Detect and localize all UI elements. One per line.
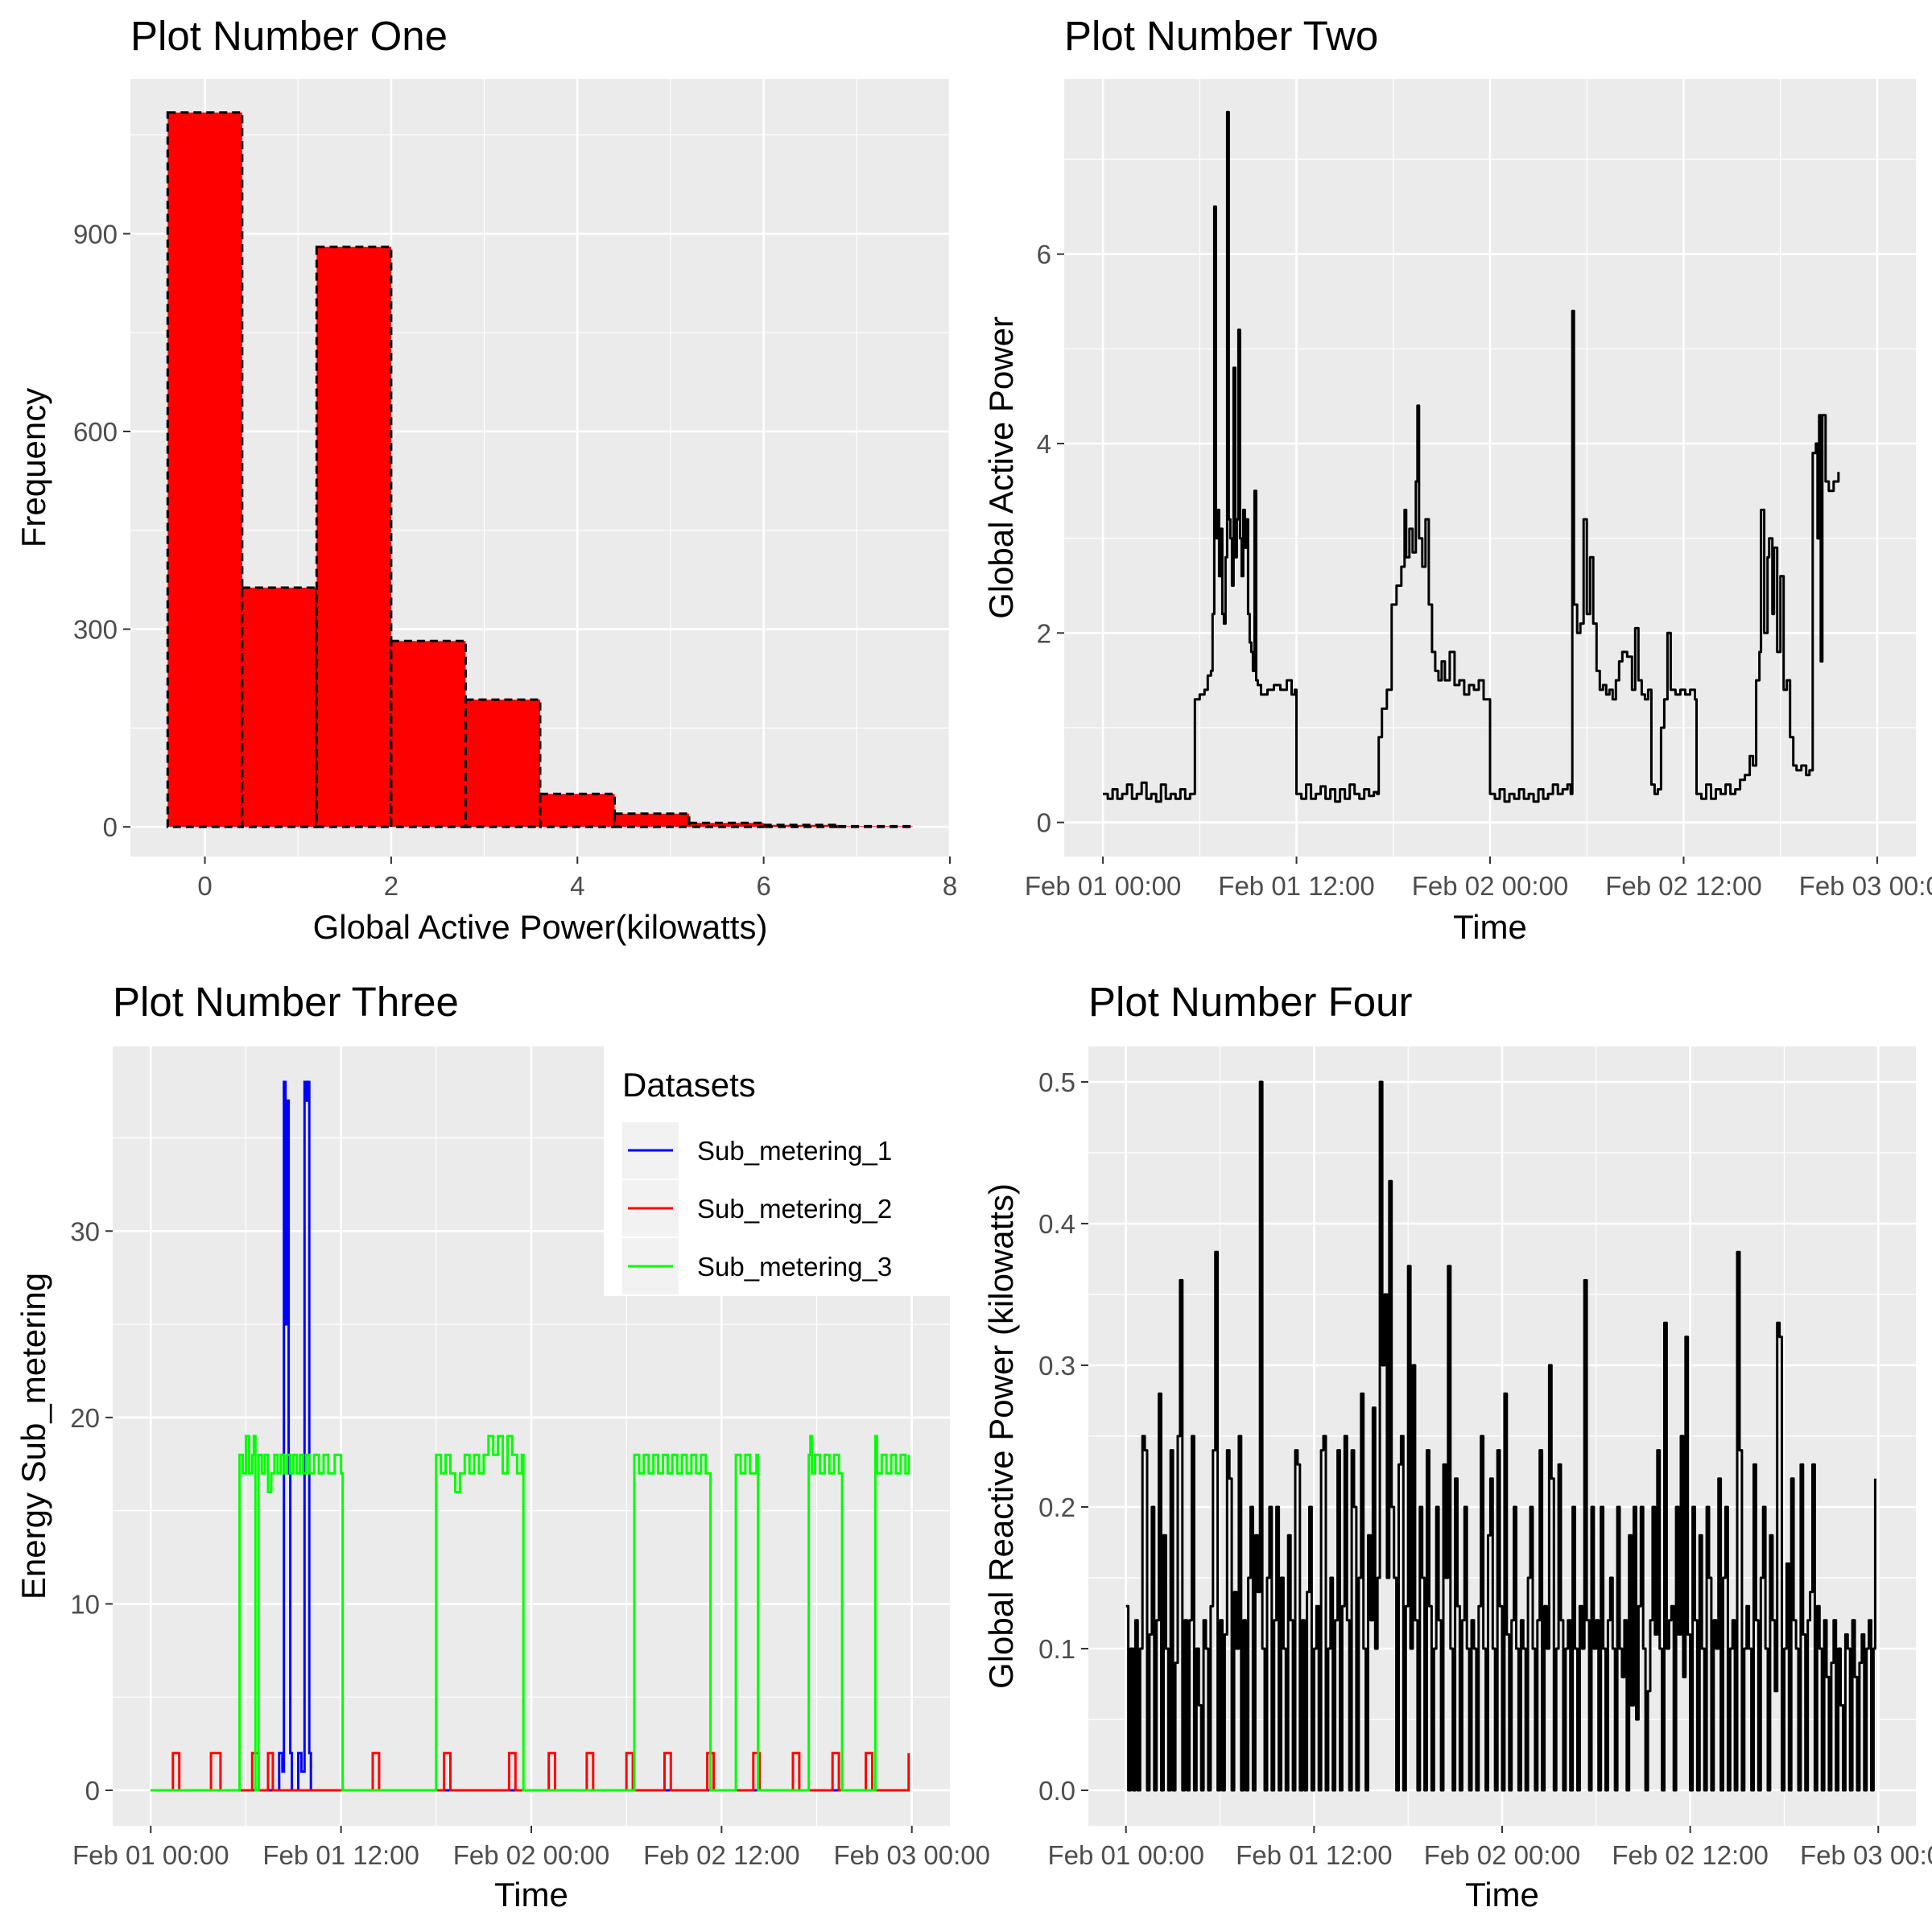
plot-one-title: Plot Number One: [130, 13, 448, 59]
plot-three-ticks: Feb 01 00:00 Feb 01 12:00 Feb 02 00:00 Feb …: [70, 1216, 990, 1870]
x-tick-label: Feb 02 00:00: [1424, 1840, 1581, 1870]
histogram-bar: [687, 821, 766, 828]
plot-four-title: Plot Number Four: [1088, 979, 1412, 1025]
plot-two-panel: Plot Number Two Feb 01 00:00 Feb 01 12:00…: [982, 13, 1932, 946]
histogram-bar: [241, 586, 318, 828]
histogram-bar: [464, 698, 542, 828]
x-tick-label: Feb 03 00:00: [833, 1840, 990, 1870]
x-tick-label: 2: [384, 871, 398, 901]
x-tick-label: Feb 01 12:00: [262, 1840, 419, 1870]
x-tick-label: Feb 02 00:00: [453, 1840, 610, 1870]
plot-one-bars: [166, 111, 914, 828]
y-tick-label: 0: [1037, 808, 1051, 838]
y-tick-label: 900: [73, 219, 118, 249]
histogram-bar: [762, 824, 840, 828]
legend-label-sub-metering-3: Sub_metering_3: [697, 1252, 892, 1282]
plot-three-title: Plot Number Three: [113, 979, 459, 1025]
legend-title: Datasets: [622, 1066, 756, 1104]
histogram-bar: [613, 812, 691, 828]
histogram-bar: [390, 639, 467, 828]
plot-three-panel: Plot Number Three Feb 01 00:00 Feb 01 12:…: [14, 979, 990, 1913]
x-tick-label: 8: [943, 871, 957, 901]
y-tick-label: 20: [70, 1403, 100, 1433]
plot-four-panel: Plot Number Four Feb 01 00:00 Feb 01 12:0…: [982, 979, 1932, 1913]
y-tick-label: 10: [70, 1589, 100, 1619]
x-tick-label: Feb 02 12:00: [1612, 1840, 1769, 1870]
y-tick-label: 0.4: [1038, 1209, 1075, 1239]
plot-four-x-axis-label: Time: [1465, 1876, 1539, 1913]
legend-label-sub-metering-1: Sub_metering_1: [697, 1136, 892, 1166]
plot-three-y-axis-label: Energy Sub_metering: [14, 1273, 52, 1600]
y-tick-label: 0.0: [1038, 1776, 1075, 1806]
plot-one-ticks: 0 2 4 6 8 0 300 600 900: [73, 219, 957, 901]
x-tick-label: 6: [756, 871, 770, 901]
y-tick-label: 300: [73, 615, 118, 645]
x-tick-label: Feb 01 12:00: [1236, 1840, 1393, 1870]
x-tick-label: Feb 01 00:00: [72, 1840, 229, 1870]
y-tick-label: 0.2: [1038, 1492, 1075, 1522]
plot-two-y-axis-label: Global Active Power: [982, 316, 1020, 619]
x-tick-label: Feb 01 00:00: [1047, 1840, 1204, 1870]
plot-four-ticks: Feb 01 00:00 Feb 01 12:00 Feb 02 00:00 Feb …: [1038, 1067, 1932, 1870]
legend-label-sub-metering-2: Sub_metering_2: [697, 1194, 892, 1224]
x-tick-label: Feb 02 00:00: [1412, 871, 1569, 901]
x-tick-label: Feb 02 12:00: [1605, 871, 1762, 901]
histogram-bar: [836, 824, 914, 828]
y-tick-label: 0.1: [1038, 1634, 1075, 1664]
x-tick-label: Feb 01 00:00: [1025, 871, 1182, 901]
plot-one-panel: Plot Number One 0 2 4 6 8 0 300 600 900 Global A…: [14, 13, 957, 946]
x-tick-label: Feb 03 00:00: [1799, 871, 1932, 901]
plot-three-x-axis-label: Time: [494, 1876, 568, 1913]
y-tick-label: 600: [73, 417, 118, 447]
x-tick-label: 4: [570, 871, 584, 901]
plot-three-legend: Datasets Sub_metering_1 Sub_metering_2 S…: [604, 1046, 950, 1296]
plot-two-x-axis-label: Time: [1453, 908, 1527, 946]
y-tick-label: 0.3: [1038, 1351, 1075, 1381]
x-tick-label: Feb 01 12:00: [1218, 871, 1375, 901]
y-tick-label: 4: [1037, 429, 1051, 459]
plot-two-ticks: Feb 01 00:00 Feb 01 12:00 Feb 02 00:00 Feb …: [1025, 240, 1932, 901]
x-tick-label: Feb 03 00:00: [1800, 1840, 1932, 1870]
plot-two-series-line: [1103, 110, 1840, 803]
y-tick-label: 0: [85, 1776, 100, 1806]
x-tick-label: 0: [197, 871, 212, 901]
y-tick-label: 0.5: [1038, 1067, 1075, 1097]
y-tick-label: 6: [1037, 240, 1051, 270]
plot-three-series-sub-metering-1: [151, 1080, 909, 1792]
histogram-bar: [166, 111, 244, 828]
histogram-bar: [315, 246, 393, 828]
plot-one-x-axis-label: Global Active Power(kilowatts): [313, 908, 768, 946]
plot-three-series-sub-metering-3: [151, 1435, 910, 1792]
y-tick-label: 30: [70, 1216, 100, 1246]
x-tick-label: Feb 02 12:00: [643, 1840, 800, 1870]
y-tick-label: 2: [1037, 618, 1051, 648]
y-tick-label: 0: [103, 812, 118, 842]
plot-four-series-line: [1125, 1080, 1876, 1792]
plot-one-y-axis-label: Frequency: [14, 388, 52, 547]
histogram-bar: [539, 792, 617, 828]
plot-two-title: Plot Number Two: [1064, 13, 1378, 59]
plot-four-y-axis-label: Global Reactive Power (kilowatts): [982, 1183, 1020, 1689]
